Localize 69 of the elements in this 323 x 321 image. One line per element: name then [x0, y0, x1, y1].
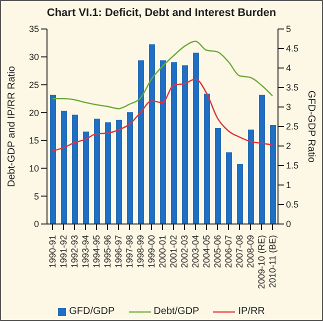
- y2-tick-label: 5: [286, 24, 292, 34]
- bar: [94, 118, 100, 224]
- y-tick-label: 35: [28, 24, 39, 34]
- x-tick-label: 2008-09: [246, 235, 256, 268]
- legend-label: Debt/GDP: [154, 306, 200, 317]
- legend-label: GFD/GDP: [69, 306, 115, 317]
- x-tick-label: 1996-97: [114, 235, 124, 268]
- x-tick-label: 1993-94: [80, 235, 90, 268]
- x-tick-label: 2005-06: [212, 235, 222, 268]
- y2-tick-label: 2.5: [286, 122, 299, 132]
- x-tick-label: 2000-01: [158, 235, 168, 268]
- y2-axis-title: GFD-GDP Ratio: [305, 90, 316, 163]
- bar: [116, 120, 122, 224]
- y2-tick-label: 1: [286, 180, 292, 190]
- bar: [83, 132, 89, 224]
- y2-tick-label: 3: [286, 102, 292, 112]
- bar: [138, 60, 144, 224]
- y2-tick-label: 4: [286, 63, 292, 74]
- bar: [215, 128, 221, 224]
- bar: [204, 94, 210, 224]
- bar: [259, 94, 265, 224]
- x-tick-label: 2003-04: [190, 235, 200, 268]
- y2-tick-label: 0: [286, 219, 292, 230]
- y2-tick-label: 1.5: [286, 160, 299, 171]
- x-tick-label: 1992-93: [70, 235, 80, 268]
- x-tick-label: 1990-91: [48, 235, 58, 268]
- y-tick-label: 25: [28, 80, 39, 90]
- x-tick-label: 1999-00: [146, 235, 156, 268]
- y-tick-label: 20: [28, 108, 39, 118]
- x-tick-label: 1997-98: [124, 235, 134, 268]
- bar: [226, 152, 232, 224]
- y2-tick-label: 0.5: [286, 200, 299, 210]
- y2-tick-label: 4.5: [286, 44, 299, 54]
- bar: [149, 44, 155, 224]
- bar: [160, 60, 166, 224]
- x-tick-label: 1994-95: [92, 235, 102, 268]
- x-tick-label: 1998-99: [136, 235, 146, 268]
- x-tick-label: 2010-11 (BE): [268, 235, 278, 288]
- x-tick-label: 2007-08: [234, 235, 244, 268]
- x-tick-label: 2004-05: [202, 235, 212, 268]
- y2-tick-label: 3.5: [286, 82, 299, 93]
- bar: [182, 65, 188, 224]
- x-tick-label: 2009-10 (RE): [256, 235, 266, 290]
- line-series: [52, 40, 274, 110]
- bar: [248, 130, 254, 224]
- bar: [50, 94, 56, 224]
- bar: [193, 52, 199, 224]
- bar: [237, 164, 243, 224]
- y2-tick-label: 2: [286, 141, 292, 152]
- legend-label: IP/RR: [238, 306, 265, 317]
- bar: [127, 112, 133, 224]
- y-tick-label: 5: [34, 191, 39, 202]
- bar: [61, 110, 67, 224]
- x-tick-label: 1995-96: [102, 235, 112, 268]
- y-axis-title: Debt-GDP and IP/RR Ratio: [6, 66, 18, 187]
- x-tick-label: 1991-92: [58, 235, 68, 268]
- y-tick-label: 30: [28, 52, 39, 62]
- y-tick-label: 0: [34, 219, 39, 230]
- x-tick-label: 2006-07: [224, 235, 234, 268]
- x-tick-label: 2002-03: [180, 235, 190, 268]
- bar: [72, 114, 78, 224]
- y-tick-label: 10: [28, 163, 39, 174]
- bar: [105, 122, 111, 224]
- bar: [270, 124, 276, 224]
- y-tick-label: 15: [28, 136, 39, 146]
- bar: [171, 62, 177, 224]
- x-tick-label: 2001-02: [168, 235, 178, 268]
- chart-title: Chart VI.1: Deficit, Debt and Interest Burden: [46, 7, 278, 19]
- line-series: [52, 78, 274, 152]
